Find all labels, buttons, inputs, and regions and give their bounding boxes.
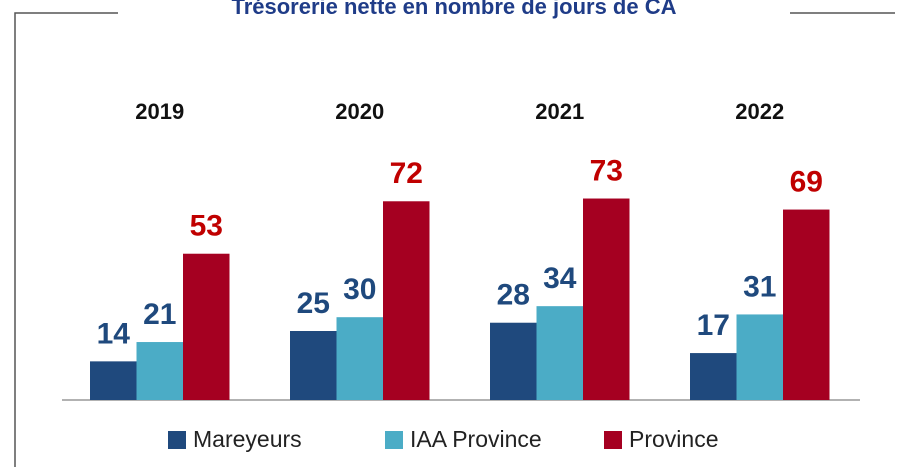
value-label: 21 <box>143 298 176 331</box>
value-label: 30 <box>343 273 376 306</box>
legend-swatch <box>168 431 186 449</box>
bar <box>736 314 783 400</box>
bar <box>783 209 830 400</box>
value-label: 72 <box>390 157 423 190</box>
category-label: 2019 <box>135 99 184 124</box>
bar <box>690 353 737 400</box>
value-label: 73 <box>590 154 623 187</box>
bar <box>290 331 337 400</box>
legend-label: IAA Province <box>410 426 542 452</box>
legend-label: Province <box>629 426 718 452</box>
category-label: 2021 <box>535 99 584 124</box>
category-label: 2020 <box>335 99 384 124</box>
category-label: 2022 <box>735 99 784 124</box>
value-label: 17 <box>697 309 730 342</box>
bar <box>336 317 383 400</box>
value-label: 53 <box>190 210 223 243</box>
frame <box>14 12 895 467</box>
bar <box>490 322 537 400</box>
chart-title: Trésorerie nette en nombre de jours de C… <box>231 0 676 19</box>
bar <box>136 342 183 400</box>
value-label: 69 <box>790 165 823 198</box>
value-label: 14 <box>97 317 131 350</box>
bar <box>183 253 230 400</box>
bar <box>536 306 583 400</box>
value-label: 34 <box>543 262 577 295</box>
bar <box>90 361 137 400</box>
legend-swatch <box>385 431 403 449</box>
value-label: 25 <box>297 287 330 320</box>
value-label: 28 <box>497 279 530 312</box>
bar <box>583 198 630 400</box>
bar <box>383 201 430 400</box>
value-label: 31 <box>743 270 776 303</box>
legend-swatch <box>604 431 622 449</box>
legend-label: Mareyeurs <box>193 426 302 452</box>
